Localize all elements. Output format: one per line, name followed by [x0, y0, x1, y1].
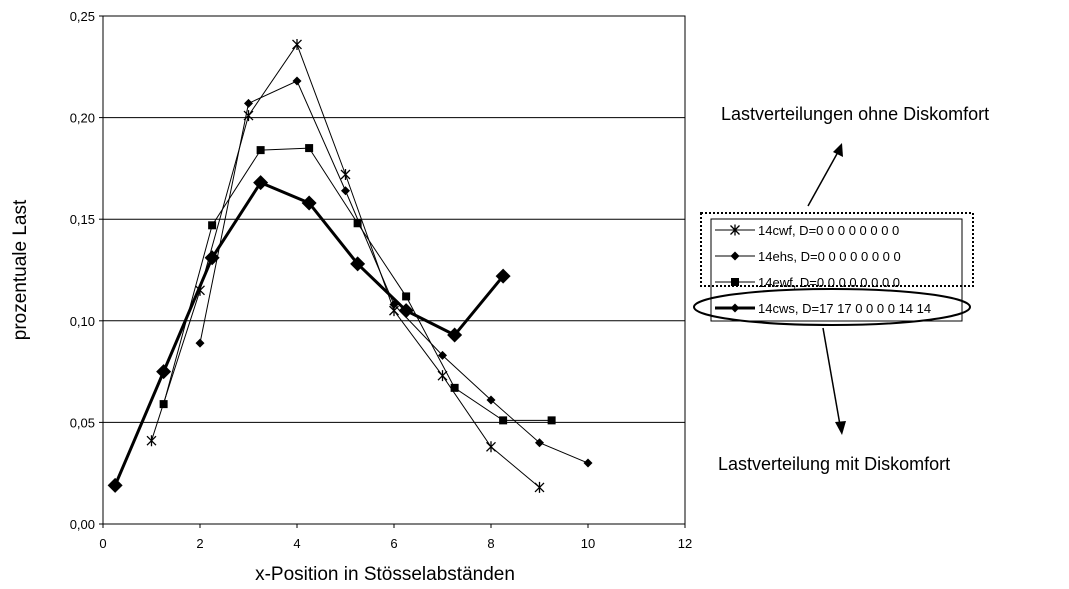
data-series	[107, 38, 593, 493]
data-point	[731, 278, 739, 286]
arrow-down-line	[822, 327, 841, 426]
x-tick-label: 12	[678, 536, 692, 551]
data-point	[244, 98, 253, 108]
data-point	[450, 383, 459, 392]
series-line	[113, 180, 505, 486]
data-point	[499, 416, 508, 425]
data-point	[292, 76, 302, 86]
data-point	[256, 146, 265, 155]
data-point	[447, 327, 463, 343]
legend-label: 14cwf, D=0 0 0 0 0 0 0 0	[758, 223, 899, 238]
y-axis-ticks: 0,00 0,05 0,10 0,15 0,20 0,25	[70, 9, 103, 532]
legend-box	[710, 218, 963, 322]
data-point	[146, 435, 157, 447]
data-point	[353, 219, 362, 228]
data-point	[438, 350, 447, 360]
data-point	[547, 416, 556, 425]
data-point	[204, 250, 220, 266]
legend-label: 14ewf, D=0 0 0 0 0 0 0 0	[758, 275, 900, 290]
x-axis-title: x-Position in Stösselabständen	[255, 564, 515, 585]
data-point	[437, 370, 448, 382]
data-point	[486, 395, 496, 405]
y-tick-label: 0,15	[70, 212, 95, 227]
data-point	[305, 144, 314, 153]
data-point	[402, 292, 411, 301]
data-point	[534, 481, 545, 493]
x-tick-label: 10	[581, 536, 595, 551]
legend-dotted-highlight	[700, 212, 974, 287]
y-tick-label: 0,20	[70, 111, 95, 126]
data-point	[730, 251, 740, 261]
data-point	[398, 303, 414, 319]
annotation-bottom: Lastverteilung mit Diskomfort	[718, 454, 950, 474]
data-point	[495, 268, 511, 284]
data-point	[292, 38, 302, 50]
x-tick-label: 4	[293, 536, 300, 551]
series-0	[146, 38, 545, 493]
y-tick-label: 0,00	[70, 517, 95, 532]
legend-item: 14cws, D=17 17 0 0 0 0 14 14	[715, 301, 931, 316]
data-point	[341, 186, 350, 196]
x-axis-ticks: 0 2 4 6 8 10 12	[99, 524, 692, 551]
x-tick-label: 0	[99, 536, 106, 551]
x-tick-label: 8	[487, 536, 494, 551]
series-1	[195, 76, 593, 468]
y-tick-label: 0,05	[70, 415, 95, 430]
legend-item: 14cwf, D=0 0 0 0 0 0 0 0	[715, 223, 899, 238]
data-point	[730, 303, 740, 313]
data-point	[159, 400, 168, 409]
data-point	[301, 195, 317, 211]
data-point	[486, 441, 496, 453]
series-2	[159, 144, 556, 425]
data-point	[535, 438, 544, 448]
arrow-up-line	[807, 151, 839, 207]
arrow-up-head	[833, 143, 843, 157]
data-point	[730, 224, 740, 236]
legend-item: 14ehs, D=0 0 0 0 0 0 0 0	[715, 249, 901, 264]
legend-label: 14cws, D=17 17 0 0 0 0 14 14	[758, 301, 931, 316]
series-line	[163, 147, 552, 421]
y-tick-label: 0,10	[70, 314, 95, 329]
legend-ellipse-highlight	[693, 288, 971, 326]
annotations: Lastverteilungen ohne Diskomfort Lastver…	[718, 104, 989, 474]
x-tick-label: 2	[196, 536, 203, 551]
data-point	[350, 256, 366, 272]
y-tick-label: 0,25	[70, 9, 95, 24]
data-point	[340, 168, 351, 180]
gridlines	[103, 117, 685, 423]
x-tick-label: 6	[390, 536, 397, 551]
legend-label: 14ehs, D=0 0 0 0 0 0 0 0	[758, 249, 901, 264]
data-point	[208, 221, 217, 230]
legend-item: 14ewf, D=0 0 0 0 0 0 0 0	[715, 275, 900, 290]
data-point	[107, 477, 123, 493]
data-point	[583, 458, 593, 468]
y-axis-title: prozentuale Last	[10, 199, 31, 340]
series-line	[199, 80, 589, 464]
plot-area-frame	[102, 15, 686, 525]
data-point	[195, 338, 205, 348]
data-point	[253, 175, 269, 191]
annotation-top: Lastverteilungen ohne Diskomfort	[721, 104, 989, 124]
series-3	[107, 175, 511, 493]
legend: 14cwf, D=0 0 0 0 0 0 0 0 14ehs, D=0 0 0 0…	[693, 212, 974, 326]
arrow-down-head	[835, 421, 846, 435]
data-point	[156, 364, 172, 380]
